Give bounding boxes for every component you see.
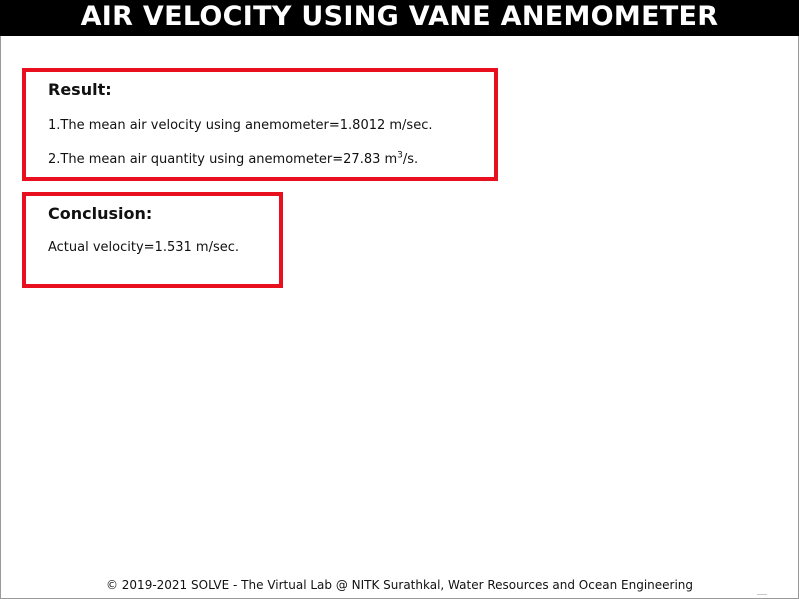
conclusion-line-1: Actual velocity=1.531 m/sec. (48, 240, 240, 255)
result-heading: Result: (48, 80, 112, 99)
result-line-2-unit: /s. (402, 152, 419, 167)
result-line-2: 2.The mean air quantity using anemometer… (48, 150, 419, 167)
result-panel: Result: 1.The mean air velocity using an… (22, 68, 498, 181)
copyright-footer: © 2019-2021 SOLVE - The Virtual Lab @ NI… (105, 578, 694, 592)
result-line-2-text: 2.The mean air quantity using anemometer… (48, 152, 398, 167)
result-line-1: 1.The mean air velocity using anemometer… (48, 118, 433, 133)
page-title: AIR VELOCITY USING VANE ANEMOMETER (0, 0, 799, 36)
conclusion-panel: Conclusion: Actual velocity=1.531 m/sec. (22, 192, 283, 288)
conclusion-heading: Conclusion: (48, 204, 153, 223)
result-line-2-exponent: 3 (397, 150, 403, 161)
corner-divider (757, 594, 767, 595)
